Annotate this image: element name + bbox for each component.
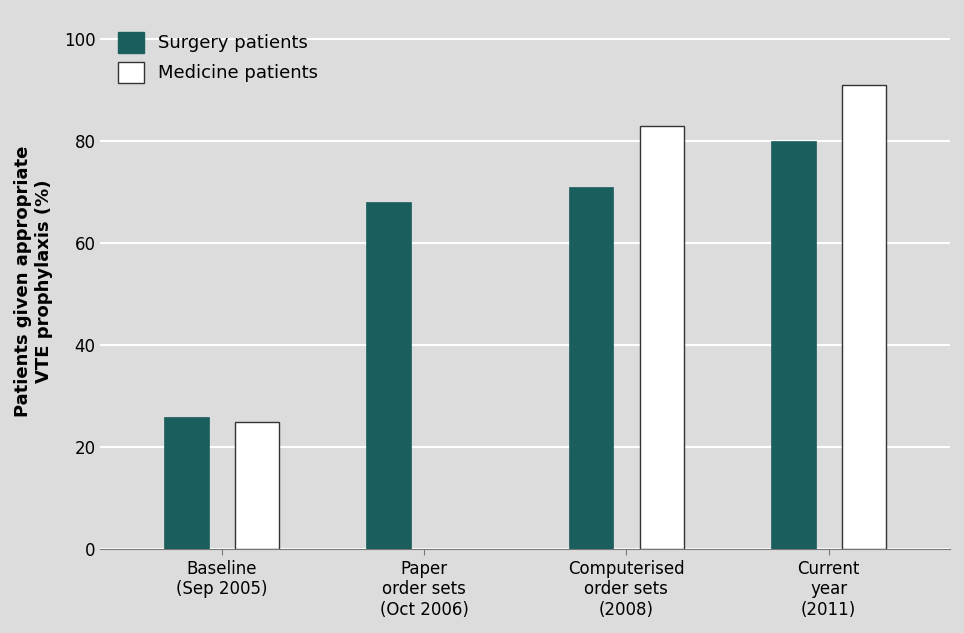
Bar xyxy=(164,417,208,549)
Bar xyxy=(235,422,280,549)
Bar xyxy=(771,141,816,549)
Bar xyxy=(366,203,411,549)
Y-axis label: Patients given appropriate
VTE prophylaxis (%): Patients given appropriate VTE prophylax… xyxy=(13,146,53,417)
Legend: Surgery patients, Medicine patients: Surgery patients, Medicine patients xyxy=(109,23,327,92)
Bar xyxy=(639,126,684,549)
Bar xyxy=(569,187,613,549)
Bar xyxy=(842,85,886,549)
